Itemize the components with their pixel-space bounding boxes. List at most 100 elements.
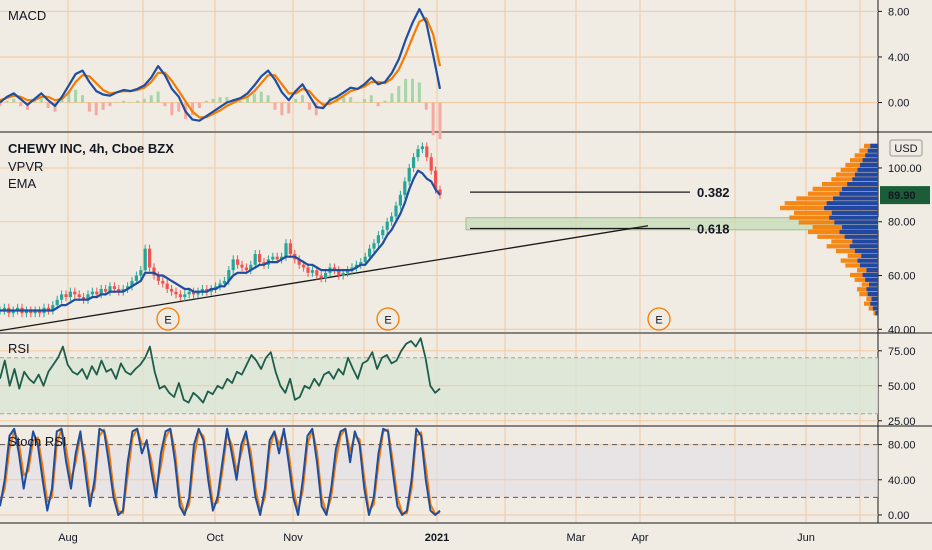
earnings-marker-label-2: E [655,315,662,327]
stoch-title: Stoch RSI [8,434,67,449]
candle-body [324,272,328,279]
macd-histogram-bar [259,91,263,103]
volume-profile-bar-inner [839,191,878,196]
macd-histogram-bar [129,102,133,104]
macd-histogram-bar [411,78,414,103]
candle-body [350,267,354,271]
volume-profile-bar-inner [866,268,878,273]
rsi-title: RSI [8,341,30,356]
volume-profile-bar-inner [852,177,878,182]
candle-body [134,275,138,281]
macd-histogram-bar [417,82,421,103]
macd-histogram-bar [5,100,9,103]
candle-body [280,256,284,260]
price-title: CHEWY INC, 4h, Cboe BZX [8,141,174,156]
axis-tick-label-1-3: 40.00 [888,324,916,336]
macd-histogram-bar [356,102,359,104]
macd-histogram-bar [314,102,318,116]
macd-histogram-bar [397,86,401,103]
volume-profile-bar-inner [831,210,878,215]
candle-body [310,270,314,273]
volume-profile-bar-inner [849,244,878,249]
ema-line [0,169,441,312]
macd-histogram-bar [204,100,208,103]
currency-label: USD [894,143,917,155]
candle-body [29,310,33,314]
macd-histogram-bar [156,91,160,103]
candle-body [244,267,248,271]
candle-body [332,267,336,271]
candle-body [302,264,306,268]
candle-body [112,286,116,289]
candle-body [394,205,398,217]
macd-histogram-bar [81,95,84,103]
macd-histogram-bar [280,102,284,116]
macd-histogram-bar [301,95,304,103]
axis-tick-label-1-1: 80.00 [888,217,916,229]
axis-tick-label-2-2: 25.00 [888,416,916,428]
candle-body [416,149,420,158]
macd-histogram-bar [12,98,16,103]
volume-profile-bar-inner [875,311,878,316]
axis-tick-label-3-1: 40.00 [888,475,916,487]
x-axis-label-4: Mar [567,532,586,544]
candle-body [249,264,253,271]
macd-histogram-bar [87,102,91,112]
axis-tick-label-2-0: 75.00 [888,346,916,358]
axis-tick-label-3-2: 0.00 [888,510,909,522]
macd-histogram-bar [74,89,78,103]
candle-body [152,267,156,276]
candle-body [306,267,310,273]
volume-profile-bar-inner [860,263,878,268]
candle-body [11,310,15,314]
candle-body [108,286,112,292]
macd-histogram-bar [142,98,146,103]
macd-histogram-bar [349,97,353,103]
candle-body [412,157,416,168]
volume-profile-bar-inner [869,282,878,287]
earnings-marker-2 [647,307,671,331]
volume-profile-bar-inner [852,239,878,244]
macd-title: MACD [8,8,46,23]
candle-body [68,291,72,298]
candle-body [55,299,59,306]
volume-profile-bar-inner [857,258,878,263]
candle-body [368,248,372,257]
macd-histogram-bar [383,100,387,103]
candle-body [434,170,438,190]
volume-profile-bar-inner [862,158,878,163]
volume-profile-bar-inner [844,234,878,239]
x-axis-label-5: Apr [631,532,648,544]
macd-histogram-bar [67,91,71,103]
candle-body [143,248,147,271]
macd-histogram-bar [225,97,229,103]
candle-body [2,307,6,311]
last-price-label: 89.90 [888,190,916,202]
candle-body [86,294,90,300]
earnings-marker-label-1: E [384,315,391,327]
candle-body [51,305,55,311]
candle-body [117,288,121,292]
volume-profile-bar-inner [854,248,878,254]
candle-body [121,288,125,292]
earnings-marker-1 [376,307,400,331]
candle-body [337,270,341,276]
volume-profile-bar-inner [861,253,878,258]
macd-histogram-bar [19,102,23,107]
candle-body [90,291,94,295]
macd-histogram-bar [108,102,112,107]
candle-body [38,310,42,314]
candle-body [99,288,103,295]
candle-body [174,291,178,295]
volume-profile-bar-inner [824,205,878,211]
volume-profile-bar-inner [829,215,878,220]
candle-body [222,280,226,284]
candle-body [438,189,442,195]
volume-profile-bar-inner [839,229,878,235]
candle-body [398,194,402,206]
macd-histogram-bar [294,98,298,103]
candle-body [148,248,152,268]
candle-body [429,157,433,171]
candle-body [341,272,345,276]
macd-histogram-bar [149,95,153,103]
